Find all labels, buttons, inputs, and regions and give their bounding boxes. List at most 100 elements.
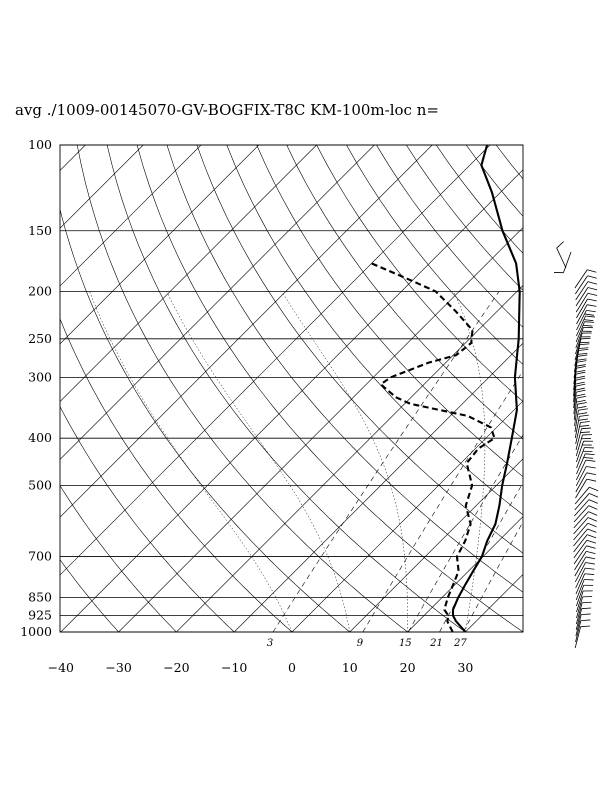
wind-barb	[575, 421, 590, 445]
wind-barb-feather	[587, 522, 597, 528]
wind-barb-feather	[586, 304, 597, 307]
wind-barb	[575, 613, 591, 637]
wind-barb-staff	[573, 545, 587, 565]
wind-barb-feather	[586, 466, 596, 469]
wind-barb-feather	[583, 457, 594, 459]
wind-barb-feather	[582, 434, 593, 436]
moist-adiabat	[166, 291, 351, 632]
dewpoint-profile-line	[371, 262, 496, 632]
mixing-ratio-line	[272, 291, 500, 632]
wind-barb-staff	[575, 466, 587, 487]
wind-barb	[576, 447, 594, 469]
mixing-ratio-label: 21	[429, 638, 443, 649]
wind-barb-feather	[581, 613, 591, 616]
isotherm	[349, 458, 523, 632]
wind-barb	[574, 275, 597, 295]
isotherm	[60, 145, 375, 460]
wind-barb-staff	[575, 614, 582, 637]
pressure-tick-label: 850	[28, 590, 52, 605]
pressure-tick-label: 400	[28, 430, 52, 445]
wind-barb	[575, 472, 597, 493]
isotherm	[118, 227, 523, 632]
wind-barb-feather	[577, 354, 588, 357]
wind-barb-feather	[581, 337, 591, 340]
wind-barb-staff	[574, 626, 582, 649]
wind-barb-staff	[575, 293, 589, 313]
wind-barb	[575, 601, 592, 625]
wind-barb	[574, 493, 599, 511]
wind-barb-feather	[579, 425, 590, 427]
mixing-ratio-line	[362, 370, 523, 632]
wind-barb-staff	[574, 562, 586, 583]
wind-barb-feather	[553, 272, 564, 274]
pressure-tick-label: 925	[28, 608, 52, 623]
wind-barb-feather	[589, 486, 599, 492]
wind-barb-feather	[585, 453, 595, 456]
wind-barb	[573, 522, 597, 541]
wind-barb	[574, 408, 588, 433]
pressure-tick-label: 200	[28, 284, 52, 299]
wind-barb-feather	[584, 313, 595, 316]
wind-barb-feather	[587, 275, 597, 279]
dry-adiabat	[526, 145, 612, 632]
wind-barb-staff	[573, 523, 589, 541]
wind-barb-staff	[573, 511, 589, 529]
wind-barb-feather	[577, 358, 587, 361]
isotherm	[60, 145, 144, 229]
wind-barb-staff	[575, 579, 585, 601]
wind-barb	[574, 414, 589, 439]
wind-barb	[575, 292, 598, 313]
wind-barb-staff	[573, 517, 589, 535]
wind-barb	[553, 251, 572, 274]
moist-adiabat	[453, 291, 486, 632]
pressure-tick-label: 250	[28, 331, 52, 346]
dry-adiabat	[60, 484, 177, 632]
wind-barb-staff	[574, 551, 587, 571]
wind-barb	[573, 365, 586, 391]
wind-barb-feather	[575, 377, 586, 381]
wind-barb-feather	[577, 402, 587, 405]
background-grid	[60, 145, 612, 632]
dry-adiabat	[376, 145, 523, 328]
wind-barb-feather	[587, 292, 598, 296]
wind-barb-feather	[578, 348, 589, 351]
wind-barb-feather	[585, 556, 596, 560]
wind-barb	[576, 298, 597, 319]
wind-barb-feather	[576, 360, 587, 363]
wind-barb	[575, 619, 591, 643]
wind-barb-feather	[580, 619, 591, 622]
pressure-tick-label: 500	[28, 477, 52, 492]
wind-barb-staff	[575, 459, 587, 481]
wind-barb	[575, 281, 598, 301]
isotherm	[60, 145, 491, 576]
wind-barb-feather	[585, 562, 595, 565]
moist-adiabat	[281, 291, 408, 632]
wind-barb-feather	[583, 440, 594, 442]
temperature-profile-line	[451, 145, 521, 632]
chart-title: avg ./1009-00145070-GV-BOGFIX-T8C KM-100…	[15, 101, 439, 119]
wind-barb	[574, 499, 598, 517]
wind-barb-feather	[582, 601, 592, 604]
wind-barb-staff	[576, 596, 584, 619]
wind-barb	[575, 459, 596, 481]
temperature-tick-label: 30	[457, 660, 473, 675]
wind-barb-feather	[583, 584, 594, 586]
dry-adiabat	[136, 145, 523, 632]
wind-barb	[574, 269, 597, 289]
wind-barb-staff	[576, 590, 584, 613]
wind-barb	[575, 434, 593, 457]
wind-barb-feather	[587, 287, 598, 291]
wind-barb-feather	[587, 528, 597, 533]
wind-barb-feather	[589, 493, 599, 498]
wind-barb-feather	[585, 315, 596, 318]
wind-barb-feather	[577, 412, 588, 415]
wind-barb	[575, 607, 592, 631]
wind-barb	[574, 402, 587, 427]
wind-barb-feather	[586, 472, 597, 476]
wind-barb-staff	[573, 505, 590, 523]
wind-barb-feather	[575, 387, 585, 391]
wind-barb-staff	[575, 567, 586, 589]
wind-barb-feather	[575, 371, 586, 375]
wind-barb-feather	[588, 499, 598, 504]
dry-adiabat	[76, 145, 408, 632]
